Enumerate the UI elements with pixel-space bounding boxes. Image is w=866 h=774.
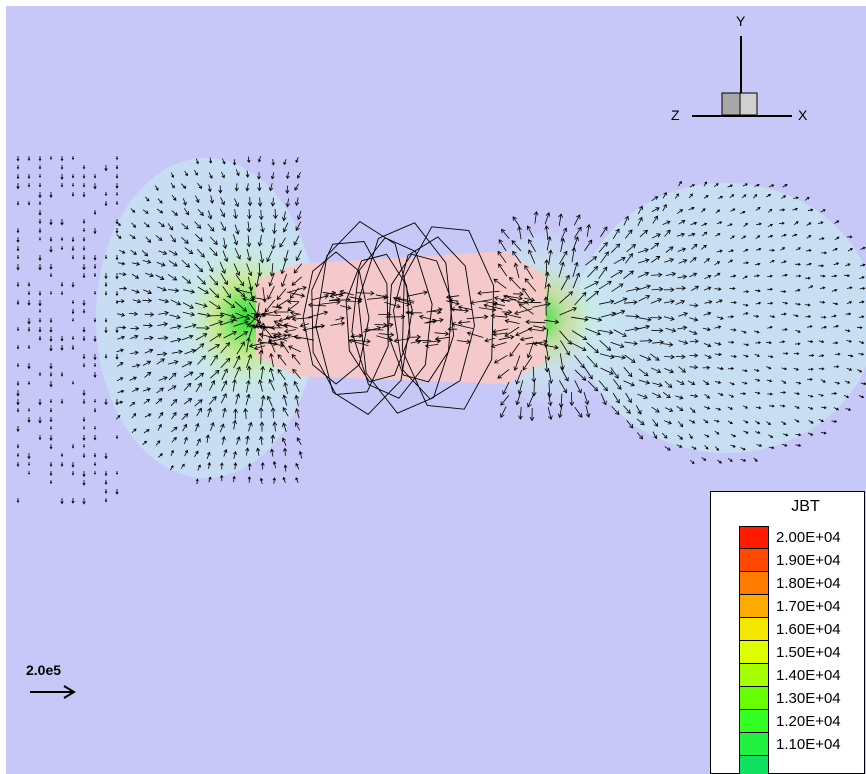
legend-label: 1.30E+04	[776, 690, 841, 707]
3d-viewport[interactable]: Y X Z 2.0e5 JBT 2.00E+04 1.90E+04 1.80E+04…	[6, 6, 866, 774]
vector-field-plot: Y X Z	[16, 13, 866, 505]
legend-swatch	[739, 641, 769, 664]
axes-triad: Y X Z	[671, 13, 808, 123]
field-contour	[96, 158, 866, 478]
legend-entry: 1.70E+04	[739, 595, 864, 618]
legend-title: JBT	[791, 498, 820, 515]
legend-label: 2.00E+04	[776, 529, 841, 546]
legend-swatch	[739, 710, 769, 733]
legend-swatch	[739, 756, 769, 774]
z-axis-label: Z	[671, 107, 680, 123]
vector-arrows	[16, 155, 866, 505]
legend-entry: 1.90E+04	[739, 549, 864, 572]
legend-entry: 1.50E+04	[739, 641, 864, 664]
scale-label: 2.0e5	[26, 662, 62, 678]
legend-label: 1.60E+04	[776, 621, 841, 638]
legend-swatch	[739, 595, 769, 618]
legend-entry: 1.80E+04	[739, 572, 864, 595]
legend-swatch	[739, 687, 769, 710]
legend-label: 1.10E+04	[776, 736, 841, 753]
legend-swatch	[739, 618, 769, 641]
legend-swatch	[739, 549, 769, 572]
legend-entry: 1.60E+04	[739, 618, 864, 641]
legend-label: 1.50E+04	[776, 644, 841, 661]
legend-swatch	[739, 733, 769, 756]
legend-entry: 1.30E+04	[739, 687, 864, 710]
legend-swatch	[739, 572, 769, 595]
x-axis-label: X	[798, 107, 808, 123]
legend-entry: 1.20E+04	[739, 710, 864, 733]
legend-label: 1.90E+04	[776, 552, 841, 569]
legend-swatch	[739, 526, 769, 549]
legend-label: 1.20E+04	[776, 713, 841, 730]
legend-entry	[739, 756, 864, 774]
y-axis-label: Y	[736, 13, 746, 29]
legend-entry: 1.10E+04	[739, 733, 864, 756]
legend-swatch	[739, 664, 769, 687]
legend-label: 1.40E+04	[776, 667, 841, 684]
coil-wireframe	[302, 221, 495, 415]
legend-label: 1.70E+04	[776, 598, 841, 615]
color-legend: JBT 2.00E+04 1.90E+04 1.80E+04 1.70E+04 1.60…	[710, 491, 865, 774]
legend-entry: 2.00E+04	[739, 526, 864, 549]
scale-arrow-icon	[30, 685, 76, 699]
legend-label: 1.80E+04	[776, 575, 841, 592]
legend-entry: 1.40E+04	[739, 664, 864, 687]
